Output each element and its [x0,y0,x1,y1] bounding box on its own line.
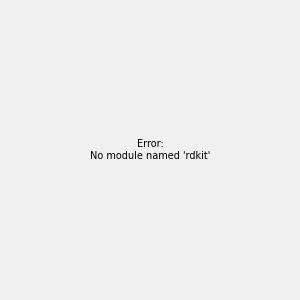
Text: Error:
No module named 'rdkit': Error: No module named 'rdkit' [90,139,210,161]
